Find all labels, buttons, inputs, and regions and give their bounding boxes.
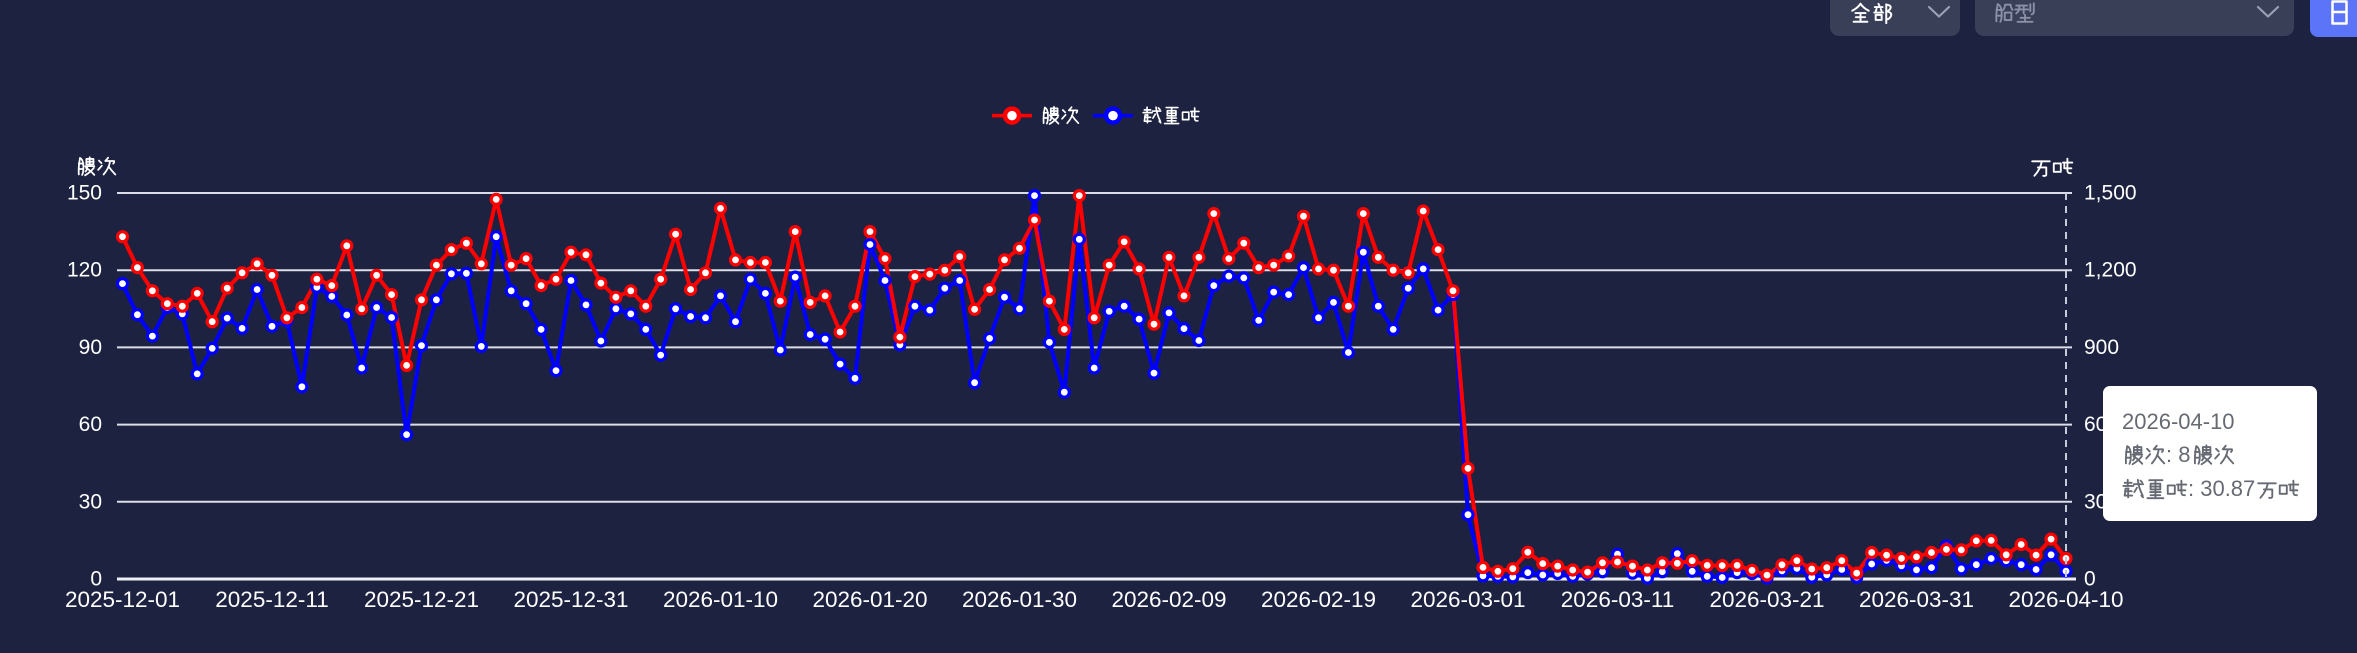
svg-text:0: 0 [2084, 568, 2096, 591]
svg-text:2026-04-10: 2026-04-10 [2122, 409, 2235, 434]
svg-text:0: 0 [90, 568, 102, 591]
svg-text:30: 30 [79, 490, 102, 513]
svg-text:2025-12-31: 2025-12-31 [513, 587, 628, 612]
svg-text:2026-03-01: 2026-03-01 [1410, 587, 1525, 612]
svg-text:2025-12-21: 2025-12-21 [364, 587, 479, 612]
svg-text:120: 120 [67, 259, 102, 282]
svg-text:2026-01-10: 2026-01-10 [663, 587, 778, 612]
svg-text:2025-12-11: 2025-12-11 [215, 587, 328, 612]
svg-text:1,500: 1,500 [2084, 182, 2137, 205]
svg-text:2026-03-31: 2026-03-31 [1859, 587, 1974, 612]
svg-text:2026-04-10: 2026-04-10 [2008, 587, 2123, 612]
svg-text:150: 150 [67, 182, 102, 205]
svg-text:1,200: 1,200 [2084, 259, 2137, 282]
svg-text:2025-12-01: 2025-12-01 [65, 587, 180, 612]
svg-text:2026-02-19: 2026-02-19 [1261, 587, 1376, 612]
svg-text:90: 90 [79, 336, 102, 359]
svg-text:2026-03-21: 2026-03-21 [1709, 587, 1824, 612]
svg-text:: 30.87: : 30.87 [2188, 476, 2255, 501]
svg-text:60: 60 [79, 413, 102, 436]
svg-text:2026-01-20: 2026-01-20 [812, 587, 927, 612]
svg-text:2026-01-30: 2026-01-30 [962, 587, 1077, 612]
svg-text:2026-03-11: 2026-03-11 [1561, 587, 1674, 612]
svg-text:: 8: : 8 [2166, 442, 2190, 467]
svg-text:2026-02-09: 2026-02-09 [1111, 587, 1226, 612]
svg-text:900: 900 [2084, 336, 2119, 359]
